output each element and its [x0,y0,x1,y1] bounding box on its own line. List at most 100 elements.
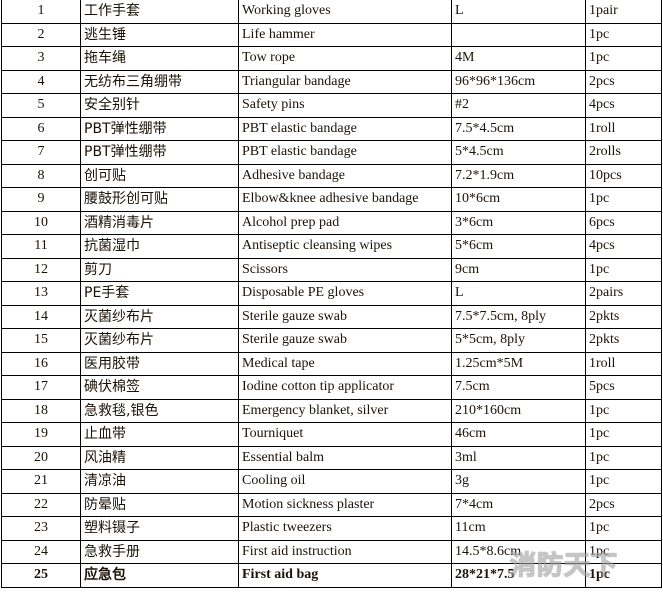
english-name: Scissors [238,257,452,282]
english-name: Alcohol prep pad [238,210,452,235]
quantity: 2pairs [585,281,662,306]
size: L [451,281,586,306]
quantity: 2pcs [585,492,662,517]
size: 46cm [451,422,586,447]
chinese-name: 应急包 [80,563,239,588]
size: 7.5*4.5cm [451,116,586,141]
item-table: 1 工作手套 Working gloves L 1pair 2 逃生锤 Life hammer… [1,0,662,588]
chinese-name: 急救手册 [80,539,239,564]
english-name: Essential balm [238,445,452,470]
chinese-name: 逃生锤 [80,22,239,47]
chinese-name: 止血带 [80,422,239,447]
table-row: 8 创可贴 Adhesive bandage 7.2*1.9cm 10pcs [1,163,662,188]
english-name: Tourniquet [238,422,452,447]
table-row: 3 拖车绳 Tow rope 4M 1pc [1,46,662,71]
item-number: 1 [1,0,81,24]
item-number: 22 [1,492,81,517]
english-name: Disposable PE gloves [238,281,452,306]
table-row: 17 碘伏棉签 Iodine cotton tip applicator 7.5cm 5… [1,375,662,400]
item-number: 3 [1,46,81,71]
quantity: 2pkts [585,304,662,329]
table-row: 16 医用胶带 Medical tape 1.25cm*5M 1roll [1,351,662,376]
item-number: 14 [1,304,81,329]
item-number: 25 [1,563,81,588]
chinese-name: 腰鼓形创可贴 [80,187,239,212]
size: 5*6cm [451,234,586,259]
english-name: Triangular bandage [238,69,452,94]
size: 96*96*136cm [451,69,586,94]
size: 7.5cm [451,375,586,400]
item-number: 17 [1,375,81,400]
size: 4M [451,46,586,71]
english-name: Tow rope [238,46,452,71]
english-name: Sterile gauze swab [238,304,452,329]
quantity: 2rolls [585,140,662,165]
size: 3*6cm [451,210,586,235]
english-name: Iodine cotton tip applicator [238,375,452,400]
chinese-name: 清凉油 [80,469,239,494]
table-row: 2 逃生锤 Life hammer 1pc [1,22,662,47]
size: 210*160cm [451,398,586,423]
size: 28*21*7.5 [451,563,586,588]
english-name: Motion sickness plaster [238,492,452,517]
table-row: 24 急救手册 First aid instruction 14.5*8.6cm 1pc [1,539,662,564]
quantity: 1pc [585,516,662,541]
quantity: 1pc [585,398,662,423]
size [451,22,586,47]
english-name: First aid instruction [238,539,452,564]
table-row: 11 抗菌湿巾 Antiseptic cleansing wipes 5*6cm 4pc… [1,234,662,259]
item-number: 12 [1,257,81,282]
quantity: 1pair [585,0,662,24]
table-row: 14 灭菌纱布片 Sterile gauze swab 7.5*7.5cm, 8ply… [1,304,662,329]
english-name: PBT elastic bandage [238,116,452,141]
english-name: Plastic tweezers [238,516,452,541]
item-number: 19 [1,422,81,447]
table-row: 19 止血带 Tourniquet 46cm 1pc [1,422,662,447]
quantity: 4pcs [585,234,662,259]
quantity: 1pc [585,563,662,588]
quantity: 1pc [585,539,662,564]
size: 7*4cm [451,492,586,517]
quantity: 1roll [585,351,662,376]
chinese-name: 拖车绳 [80,46,239,71]
chinese-name: 灭菌纱布片 [80,304,239,329]
quantity: 2pkts [585,328,662,353]
quantity: 1pc [585,469,662,494]
size: 3ml [451,445,586,470]
english-name: Working gloves [238,0,452,24]
chinese-name: 急救毯,银色 [80,398,239,423]
size: 5*5cm, 8ply [451,328,586,353]
quantity: 6pcs [585,210,662,235]
size: 10*6cm [451,187,586,212]
item-number: 24 [1,539,81,564]
english-name: Emergency blanket, silver [238,398,452,423]
table-row: 21 清凉油 Cooling oil 3g 1pc [1,469,662,494]
english-name: First aid bag [238,563,452,588]
table-row: 5 安全别针 Safety pins #2 4pcs [1,93,662,118]
quantity: 10pcs [585,163,662,188]
quantity: 1pc [585,257,662,282]
table-row: 20 风油精 Essential balm 3ml 1pc [1,445,662,470]
item-number: 15 [1,328,81,353]
english-name: Elbow&knee adhesive bandage [238,187,452,212]
item-number: 8 [1,163,81,188]
quantity: 1pc [585,187,662,212]
quantity: 1pc [585,46,662,71]
chinese-name: PBT弹性绷带 [80,140,239,165]
quantity: 1pc [585,22,662,47]
item-number: 9 [1,187,81,212]
table-row: 25 应急包 First aid bag 28*21*7.5 1pc [1,563,662,588]
size: 11cm [451,516,586,541]
english-name: PBT elastic bandage [238,140,452,165]
item-number: 5 [1,93,81,118]
size: 7.2*1.9cm [451,163,586,188]
chinese-name: 碘伏棉签 [80,375,239,400]
english-name: Sterile gauze swab [238,328,452,353]
item-number: 21 [1,469,81,494]
item-number: 16 [1,351,81,376]
item-number: 18 [1,398,81,423]
table-row: 18 急救毯,银色 Emergency blanket, silver 210*160… [1,398,662,423]
item-number: 7 [1,140,81,165]
quantity: 4pcs [585,93,662,118]
item-number: 2 [1,22,81,47]
